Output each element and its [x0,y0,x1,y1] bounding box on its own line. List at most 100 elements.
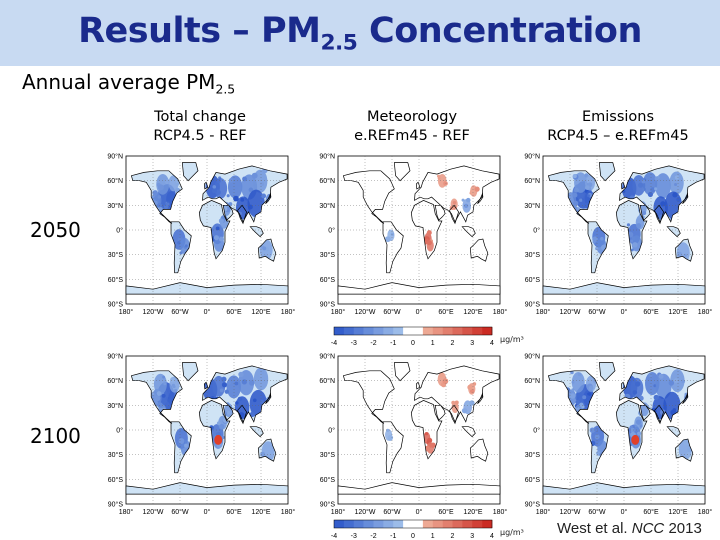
row-label-2050: 2050 [30,218,81,242]
lon-tick-label: 60°E [438,308,454,316]
graticule [338,356,500,504]
map-emissions-2100: 90°N 60°N 30°N 0° 30°S 60°S 90°S 180° 120°W 60°W 0… [515,348,715,520]
lon-tick-label: 120°W [354,508,375,516]
colorbar-segment [393,520,404,528]
row-label-2100: 2100 [30,424,81,448]
colorbar-tick-label: -2 [370,340,376,347]
lon-tick-label: 60°W [383,508,401,516]
colorbar-segment [472,520,483,528]
lon-tick-label: 180° [536,508,551,516]
colorbar-segment [442,327,453,335]
colorbar-segment [452,327,463,335]
colorbar-outline [333,519,493,529]
column-subtitle: e.REFm45 - REF [354,128,470,144]
colorbar-tick-label: 1 [431,533,435,540]
citation: West et al. NCC 2013 [557,520,702,537]
lon-tick-label: 120°E [251,508,270,516]
colorbar-outline [333,326,493,336]
colorbar-segment [343,327,355,335]
lat-tick-label: 0° [533,227,540,235]
colorbar-segment [343,520,355,528]
lat-tick-label: 60°S [108,276,124,284]
lat-tick-label: 30°S [108,251,124,259]
lat-tick-label: 60°S [525,476,541,484]
colorbar-tick-label: -1 [390,533,396,540]
column-header-emissions: Emissions RCP4.5 – e.REFm45 [523,108,713,146]
colorbar-tick-label: 3 [470,340,474,347]
lon-tick-label: 60°W [383,308,401,316]
slide-title: Results – PM2.5 Concentration [78,10,642,56]
lon-tick-label: 180° [698,308,713,316]
lat-tick-label: 30°N [107,202,123,210]
lon-tick-label: 60°E [226,308,242,316]
colorbar-tick-label: 2 [451,533,455,540]
colorbar-segment [413,520,424,528]
lat-tick-label: 60°S [525,276,541,284]
column-title: Emissions [581,109,655,125]
graticule [126,356,288,504]
colorbar-tick-label: -4 [331,340,337,347]
lon-tick-label: 180° [536,308,551,316]
lon-tick-label: 60°W [588,308,606,316]
colorbar-unit-2100: μg/m³ [500,528,524,537]
colorbar-2050: -4 -3 -2 -1 0 1 2 3 4 [330,325,496,355]
map-emissions-2050: 90°N 60°N 30°N 0° 30°S 60°S 90°S 180° 120°W 60°W 0… [515,148,715,320]
lon-tick-label: 60°E [226,508,242,516]
lon-tick-label: 120°E [668,308,687,316]
colorbar-tick-label: -3 [351,340,357,347]
colorbar-tick-label: 3 [470,533,474,540]
lon-tick-label: 0° [621,508,628,516]
column-title: Total change [154,109,246,125]
lon-tick-label: 180° [281,308,296,316]
colorbar-tick-label: -1 [390,340,396,347]
lon-tick-label: 0° [621,308,628,316]
lat-tick-label: 60°N [524,177,540,185]
lat-tick-label: 90°N [524,153,540,161]
colorbar-segment [482,520,493,528]
lon-tick-label: 180° [331,308,346,316]
lat-tick-label: 90°S [320,301,336,309]
lon-tick-label: 120°E [251,308,270,316]
lat-tick-label: 30°N [524,402,540,410]
colorbar-segment [403,520,414,528]
lon-tick-label: 60°W [171,508,189,516]
colorbar-segment [452,520,463,528]
lat-tick-label: 90°S [525,301,541,309]
column-subtitle: RCP4.5 - REF [153,128,247,144]
lon-tick-label: 0° [204,308,211,316]
lat-tick-label: 30°N [319,202,335,210]
citation-year: 2013 [668,520,702,537]
lon-tick-label: 120°E [463,508,482,516]
graticule [338,156,500,304]
lon-tick-label: 180° [119,308,134,316]
lon-tick-label: 60°E [643,308,659,316]
colorbar-tick-label: -2 [370,533,376,540]
lon-tick-label: 180° [331,508,346,516]
lon-tick-label: 120°E [463,308,482,316]
lat-tick-label: 90°N [524,353,540,361]
colorbar-segment [373,520,384,528]
lon-tick-label: 120°W [559,508,580,516]
colorbar-segment [363,327,374,335]
graticule [126,156,288,304]
colorbar-segment [383,520,394,528]
lat-tick-label: 90°S [525,501,541,509]
colorbar-segment [373,327,384,335]
lon-tick-label: 60°E [438,508,454,516]
lat-tick-label: 90°S [108,501,124,509]
lat-tick-label: 30°N [319,402,335,410]
column-title: Meteorology [366,109,458,125]
graticule [543,356,705,504]
column-header-total-change: Total change RCP4.5 - REF [105,108,295,146]
colorbar-segment [422,327,434,335]
colorbar-segment [422,520,434,528]
lat-tick-label: 30°S [525,251,541,259]
colorbar-segment [393,327,404,335]
colorbar-segment [334,520,345,528]
colorbar-segment [482,327,493,335]
lat-tick-label: 30°S [525,451,541,459]
lat-tick-label: 30°S [108,451,124,459]
lat-tick-label: 60°N [107,377,123,385]
lon-tick-label: 180° [493,508,508,516]
colorbar-tick-label: 2 [451,340,455,347]
